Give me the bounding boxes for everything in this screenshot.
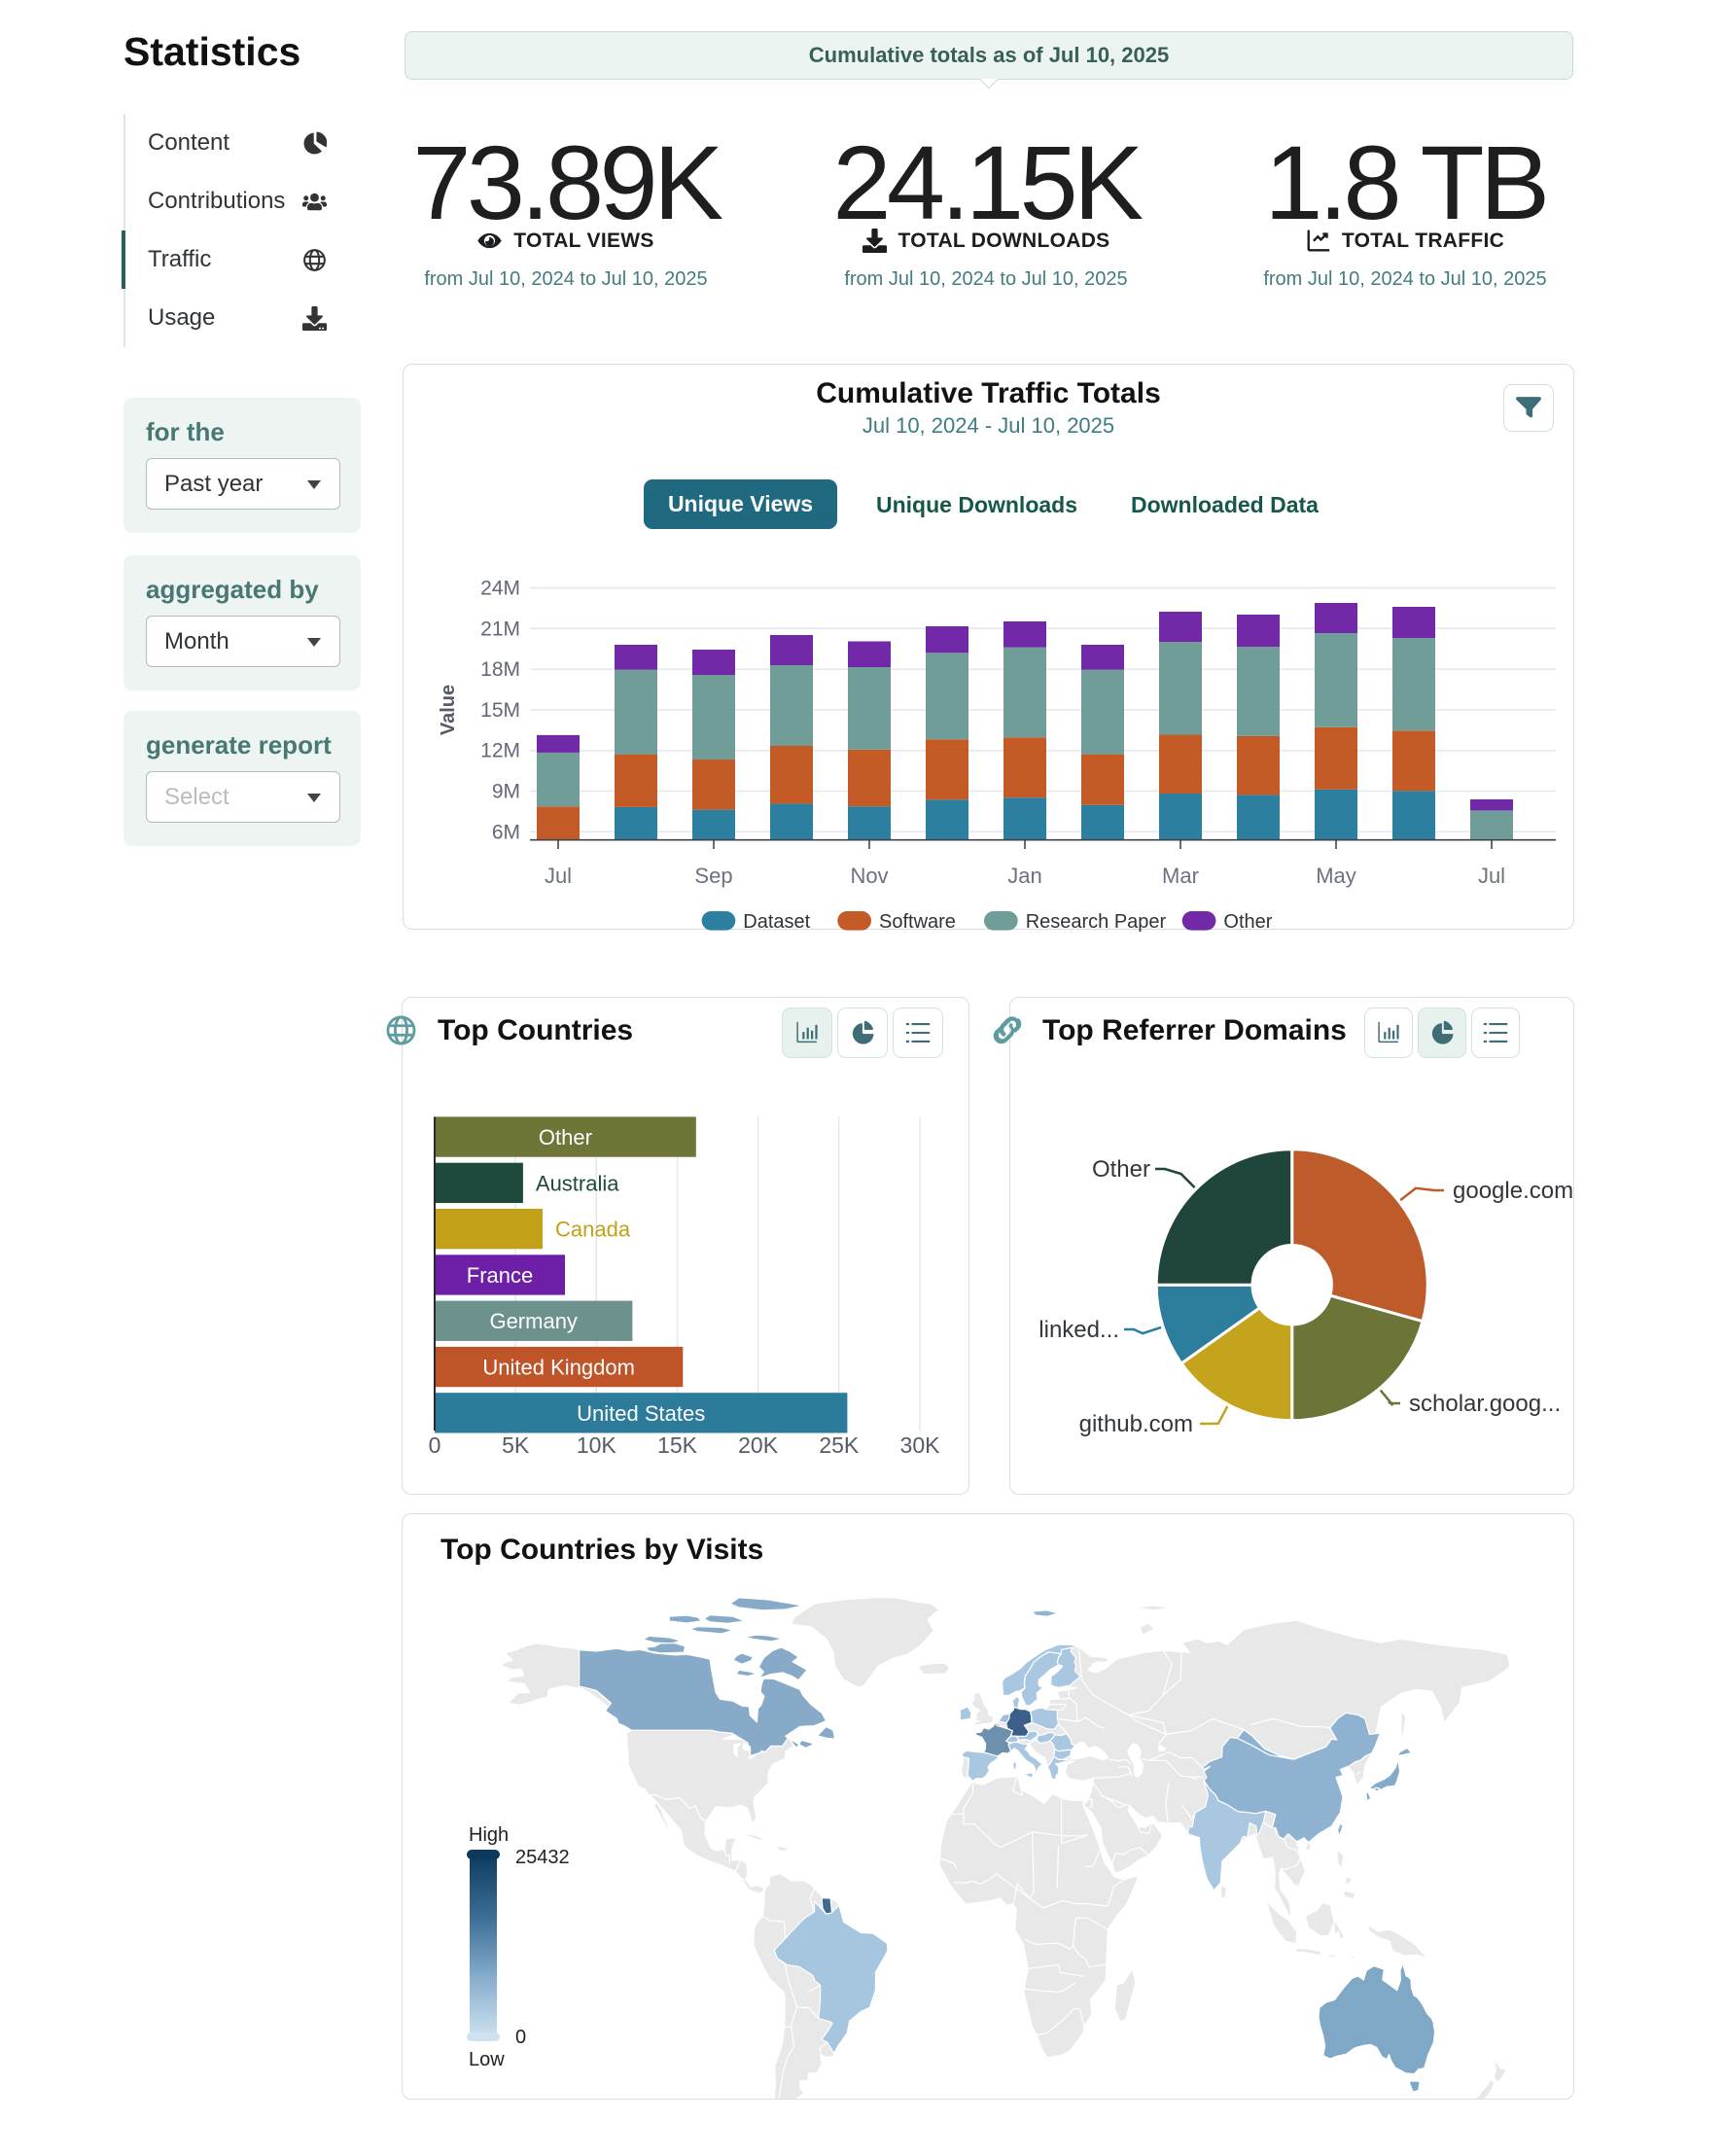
svg-text:20K: 20K [738, 1432, 779, 1458]
svg-text:10K: 10K [577, 1432, 617, 1458]
svg-text:France: France [467, 1263, 533, 1288]
svg-text:github.com: github.com [1079, 1411, 1193, 1437]
svg-text:Software: Software [879, 911, 956, 933]
svg-text:25K: 25K [819, 1432, 860, 1458]
svg-text:google.com: google.com [1453, 1178, 1573, 1204]
svg-text:Mar: Mar [1162, 864, 1199, 888]
svg-text:Canada: Canada [555, 1218, 631, 1242]
svg-text:12M: 12M [480, 740, 520, 762]
svg-text:21M: 21M [480, 618, 520, 640]
svg-text:Jan: Jan [1007, 864, 1041, 888]
svg-text:5K: 5K [502, 1432, 530, 1458]
svg-text:25432: 25432 [515, 1847, 570, 1868]
svg-text:Other: Other [539, 1125, 592, 1149]
svg-text:May: May [1316, 864, 1356, 888]
svg-text:18M: 18M [480, 658, 520, 681]
svg-text:Dataset: Dataset [743, 911, 810, 933]
svg-text:High: High [469, 1824, 509, 1846]
svg-text:6M: 6M [492, 821, 520, 843]
svg-text:Germany: Germany [489, 1309, 577, 1333]
svg-text:Research Paper: Research Paper [1026, 911, 1167, 933]
svg-text:United Kingdom: United Kingdom [482, 1356, 635, 1380]
svg-text:30K: 30K [900, 1432, 941, 1458]
svg-text:United States: United States [577, 1401, 705, 1426]
svg-text:24M: 24M [480, 578, 520, 600]
svg-text:9M: 9M [492, 781, 520, 803]
svg-text:Low: Low [469, 2049, 505, 2070]
svg-text:0: 0 [429, 1432, 441, 1458]
svg-text:scholar.goog...: scholar.goog... [1409, 1391, 1561, 1417]
svg-text:Value: Value [438, 685, 459, 735]
svg-text:Nov: Nov [850, 864, 888, 888]
svg-text:Other: Other [1092, 1156, 1150, 1183]
svg-text:15M: 15M [480, 699, 520, 722]
svg-text:15K: 15K [657, 1432, 698, 1458]
svg-text:Australia: Australia [536, 1171, 619, 1195]
svg-text:0: 0 [515, 2027, 526, 2048]
svg-text:Other: Other [1223, 911, 1272, 933]
svg-text:Jul: Jul [545, 864, 572, 888]
svg-text:Sep: Sep [694, 864, 732, 888]
svg-text:Jul: Jul [1478, 864, 1505, 888]
svg-text:linked...: linked... [1039, 1317, 1119, 1343]
